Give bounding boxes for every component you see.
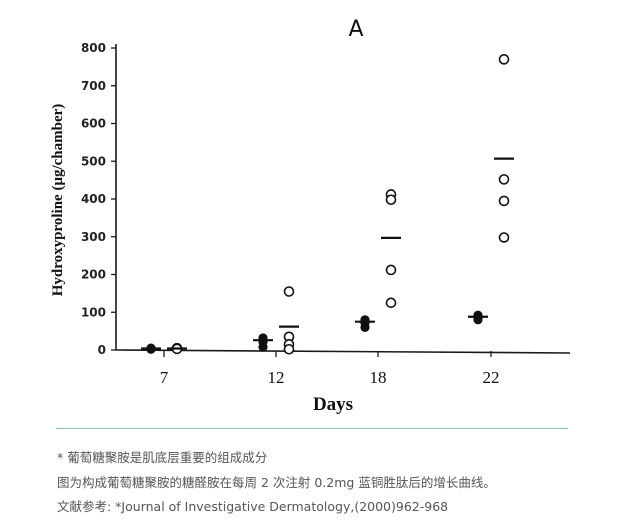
filled-data-point bbox=[360, 322, 370, 332]
y-ticks: 0 100 200 300 400 500 600 700 800 bbox=[81, 41, 116, 357]
open-data-point bbox=[385, 264, 397, 276]
filled-data-point bbox=[258, 342, 268, 352]
open-data-point bbox=[283, 286, 295, 297]
open-data-point bbox=[498, 174, 510, 185]
x-axis-line bbox=[115, 349, 571, 354]
data-points bbox=[141, 54, 514, 355]
y-tick-label: 600 bbox=[81, 117, 106, 131]
x-tick-label: 12 bbox=[268, 368, 285, 387]
x-tick-label: 18 bbox=[370, 368, 387, 387]
y-tick-label: 800 bbox=[81, 41, 106, 55]
y-tick-label: 700 bbox=[81, 79, 106, 93]
y-tick-label: 400 bbox=[81, 192, 106, 206]
y-tick-label: 100 bbox=[81, 305, 106, 319]
y-tick-label: 200 bbox=[81, 268, 106, 282]
open-data-point bbox=[498, 232, 510, 243]
open-data-point bbox=[283, 343, 295, 355]
caption-note: * 葡萄糖聚胺是肌底层重要的组成成分 bbox=[57, 450, 268, 465]
x-axis-label: Days bbox=[313, 394, 353, 415]
axes bbox=[115, 44, 571, 354]
y-tick-label: 500 bbox=[81, 154, 106, 168]
x-tick-label: 7 bbox=[160, 368, 169, 387]
open-data-point bbox=[385, 194, 397, 206]
y-axis-label: Hydroxyproline (μg/chamber) bbox=[50, 104, 66, 297]
x-ticks: 7 12 18 22 bbox=[160, 351, 500, 387]
caption-description: 图为构成葡萄糖聚胺的糖醛胺在每周 2 次注射 0.2mg 蓝铜胜肽后的增长曲线。 bbox=[57, 475, 496, 490]
x-tick-label: 22 bbox=[483, 368, 500, 387]
scatter-chart: A 0 100 200 300 400 500 600 700 800 7 12 18 22 Hydr… bbox=[50, 17, 571, 415]
y-tick-label: 0 bbox=[98, 343, 106, 357]
open-data-point bbox=[498, 195, 510, 207]
caption-divider bbox=[56, 428, 568, 429]
open-data-point bbox=[385, 297, 397, 309]
panel-label: A bbox=[348, 17, 363, 42]
caption-reference: 文献参考: *Journal of Investigative Dermatol… bbox=[57, 499, 449, 514]
y-tick-label: 300 bbox=[81, 230, 106, 244]
open-data-point bbox=[498, 54, 510, 65]
